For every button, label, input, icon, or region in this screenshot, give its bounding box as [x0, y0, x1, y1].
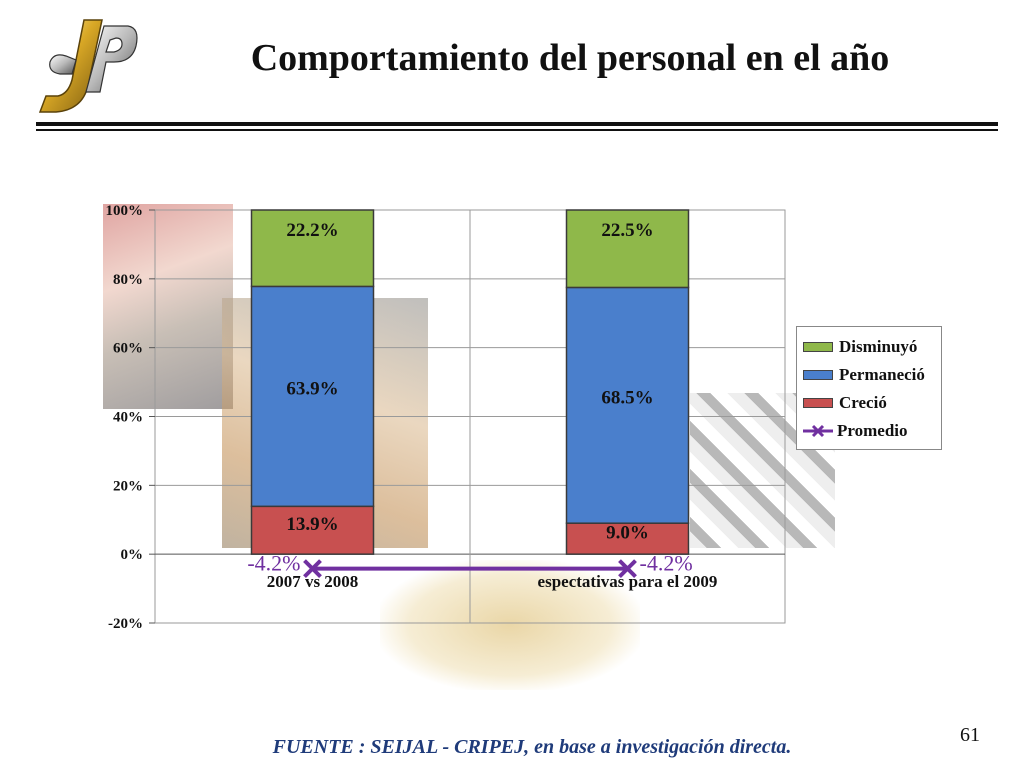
title-divider-thin [36, 129, 998, 131]
chart-legend: Disminuyó Permaneció Creció Promedio [796, 326, 942, 450]
promedio-label: -4.2% [640, 551, 693, 576]
y-tick-label: -20% [108, 616, 143, 632]
data-label: 13.9% [286, 514, 338, 535]
data-label: 22.5% [601, 220, 653, 241]
legend-label: Disminuyó [839, 337, 918, 356]
legend-item-permanecio: Permaneció [803, 361, 935, 389]
source-note: FUENTE : SEIJAL - CRIPEJ, en base a inve… [272, 736, 792, 758]
jsp-logo [38, 19, 138, 113]
legend-line-promedio [803, 424, 833, 438]
bar-segment [565, 209, 690, 289]
slide-number: 61 [960, 724, 980, 746]
legend-item-promedio: Promedio [803, 417, 935, 445]
data-label: 9.0% [606, 523, 649, 544]
category-label: espectativas para el 2009 [538, 572, 718, 591]
bar-segment [250, 285, 375, 508]
y-tick-label: 0% [121, 547, 144, 563]
promedio-label: -4.2% [247, 551, 300, 576]
bar-segment [565, 286, 690, 524]
legend-label: Permaneció [839, 365, 925, 384]
title-divider-thick [36, 122, 998, 126]
y-tick-label: 100% [106, 203, 144, 219]
background-photo-craft [380, 560, 640, 690]
category-label: 2007 vs 2008 [267, 572, 359, 591]
bar-segment [250, 505, 375, 555]
data-label: 63.9% [286, 378, 338, 399]
background-photo-woman [103, 204, 233, 409]
data-label: 22.2% [286, 220, 338, 241]
legend-item-disminuyo: Disminuyó [803, 333, 935, 361]
y-tick-label: 60% [113, 341, 143, 357]
legend-swatch-disminuyo [803, 342, 833, 352]
promedio-marker [618, 559, 637, 579]
slide-title: Comportamiento del personal en el año [250, 37, 890, 79]
promedio-marker [303, 559, 322, 579]
legend-label: Promedio [837, 421, 908, 440]
y-tick-label: 80% [113, 272, 143, 288]
bar-segment [250, 209, 375, 288]
y-tick-label: 20% [113, 478, 143, 494]
data-label: 68.5% [601, 387, 653, 408]
legend-swatch-permanecio [803, 370, 833, 380]
legend-label: Creció [839, 393, 887, 412]
legend-swatch-crecio [803, 398, 833, 408]
y-tick-label: 40% [113, 410, 143, 426]
legend-item-crecio: Creció [803, 389, 935, 417]
